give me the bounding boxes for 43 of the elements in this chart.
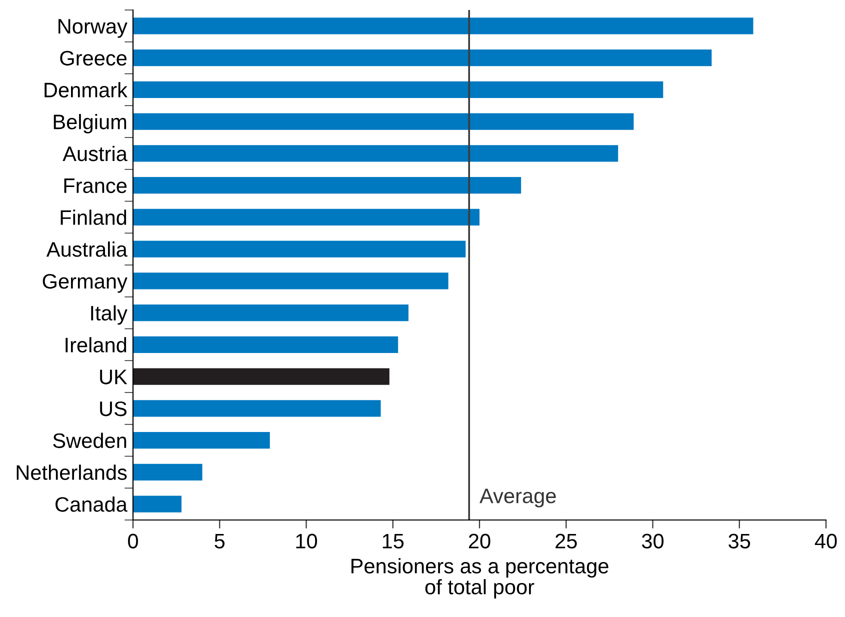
y-tick-label: Belgium xyxy=(54,114,126,134)
bar xyxy=(133,18,754,34)
y-tick-label: Greece xyxy=(60,50,127,66)
y-tick-label: Canada xyxy=(56,496,128,512)
bar xyxy=(133,240,466,258)
bar xyxy=(133,272,448,290)
x-tick-label: 20 xyxy=(468,534,490,548)
x-tick-label: 15 xyxy=(382,534,404,548)
y-tick-label: US xyxy=(100,401,126,416)
bar xyxy=(133,50,712,66)
y-tick-label: Sweden xyxy=(53,432,126,448)
x-axis-title: Pensioners as a percentage of total poor xyxy=(352,558,608,599)
x-tick-label: 0 xyxy=(128,534,138,548)
bar xyxy=(133,177,522,194)
bar xyxy=(133,336,398,353)
y-tick-label: Denmark xyxy=(44,82,128,98)
x-tick-label: 30 xyxy=(642,534,664,548)
x-tick-label: 35 xyxy=(728,534,750,548)
x-tick-label: 25 xyxy=(556,534,577,548)
bar xyxy=(133,368,390,385)
y-tick-label: Ireland xyxy=(66,337,126,352)
y-tick-label: Germany xyxy=(42,274,128,293)
bar xyxy=(133,145,618,162)
y-tick-label: Australia xyxy=(46,242,128,257)
x-tick-label: 10 xyxy=(296,534,318,548)
bar xyxy=(133,304,408,322)
bar xyxy=(133,400,381,417)
y-tick-label: Austria xyxy=(62,146,128,162)
y-tick-label: Netherlands xyxy=(16,464,127,480)
bar xyxy=(133,113,634,130)
bar xyxy=(133,81,664,98)
ref-line-label: Average xyxy=(480,488,556,508)
x-tick-label: 40 xyxy=(814,534,837,548)
bar xyxy=(133,464,202,480)
bar xyxy=(133,496,182,512)
y-tick-label: Norway xyxy=(58,19,128,38)
bar xyxy=(133,208,480,226)
bar xyxy=(133,432,270,449)
y-tick-label: France xyxy=(64,178,127,194)
y-tick-label: Finland xyxy=(60,210,126,225)
y-tick-label: Italy xyxy=(91,305,128,325)
y-tick-label: UK xyxy=(100,370,128,384)
x-tick-label: 5 xyxy=(214,534,225,548)
